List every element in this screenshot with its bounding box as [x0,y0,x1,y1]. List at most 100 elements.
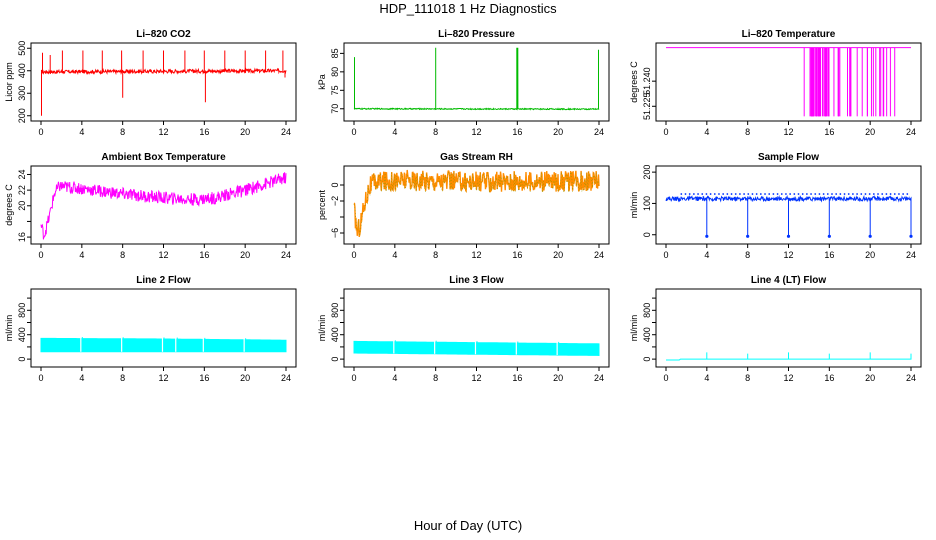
figure-title: HDP_111018 1 Hz Diagnostics [379,1,557,16]
series-dot-48 [881,193,884,195]
series-dot-30 [805,193,808,195]
y-axis-label-line-3-flow: ml/min [317,315,327,342]
x-tick-label: 4 [79,127,84,137]
series-dot-10 [722,193,725,195]
series-dot-46 [872,193,875,195]
x-tick-label: 4 [392,373,397,383]
series-sample-flow [665,193,913,238]
series-line-3-flow [353,340,600,357]
series-dot-49 [885,193,888,195]
x-tick-label: 12 [158,250,168,260]
series-dot-37 [835,193,838,195]
series-dot-3 [692,193,695,195]
y-tick-label: 22 [17,185,27,195]
x-tick-label: 12 [783,373,793,383]
y-tick-label: 100 [642,196,652,211]
x-tick-label: 16 [512,127,522,137]
series-dot-43 [860,193,863,195]
series-line-li-820-pressure [353,47,600,111]
series-line-line-4-lt-flow [666,352,912,361]
series-line-2-flow [40,337,287,353]
panel-title-line-4-lt-flow: Line 4 (LT) Flow [751,275,827,286]
series-spike-dot-1 [746,234,750,238]
x-tick-label: 0 [351,127,356,137]
x-tick-label: 4 [704,250,709,260]
x-tick-label: 16 [512,373,522,383]
x-tick-label: 20 [553,373,563,383]
y-tick-label: 75 [330,85,340,95]
series-dot-6 [705,193,708,195]
series-line-li-820-co2 [40,50,287,116]
panel-sample-flow: Sample Flow 0 4 8 12 16 20 24 0 100 200 ml/min [629,152,922,260]
series-dot-36 [831,193,833,195]
x-tick-label: 20 [240,127,250,137]
series-dot-15 [743,193,745,195]
y-tick-label: 0 [330,357,340,362]
series-dot-22 [772,193,775,195]
y-tick-label: −2 [330,196,340,206]
series-line-sample-flow [665,194,912,237]
series-dot-45 [868,193,871,195]
y-tick-label: 0 [330,182,340,187]
x-tick-label: 12 [783,250,793,260]
y-tick-label: 51.240 [642,67,652,95]
series-dot-53 [902,193,905,195]
x-tick-label: 24 [594,373,604,383]
y-tick-label: 85 [330,48,340,58]
x-tick-label: 12 [158,373,168,383]
y-tick-label: 300 [17,86,27,101]
series-overlay-gas-stream-rh [353,171,600,236]
y-tick-label: 51.225 [642,93,652,121]
x-tick-label: 0 [663,250,668,260]
x-tick-label: 16 [199,127,209,137]
x-tick-label: 0 [351,373,356,383]
series-dot-40 [847,193,850,195]
x-tick-label: 16 [824,373,834,383]
series-dot-7 [709,193,712,195]
x-tick-label: 4 [704,373,709,383]
y-tick-label: 20 [17,201,27,211]
x-tick-label: 0 [38,127,43,137]
y-tick-label: 16 [17,232,27,242]
series-dot-14 [739,193,741,195]
y-axis-label-sample-flow: ml/min [629,192,639,219]
panel-ambient-box-temperature: Ambient Box Temperature 0 4 8 12 16 20 24 16 20 22… [4,152,297,260]
y-tick-label: 400 [642,327,652,342]
x-tick-label: 24 [281,127,291,137]
y-tick-label: 400 [330,327,340,342]
y-tick-label: 800 [642,303,652,318]
panel-title-li-820-pressure: Li–820 Pressure [438,29,515,40]
panel-title-sample-flow: Sample Flow [758,152,819,163]
series-dot-13 [734,193,737,195]
y-axis-label-li-820-pressure: kPa [317,74,327,90]
series-dot-51 [893,193,896,195]
x-tick-label: 20 [553,127,563,137]
panel-li-820-temperature: Li–820 Temperature 0 4 8 12 16 20 24 51.22551.24… [629,29,922,137]
x-tick-label: 12 [471,250,481,260]
plot-frame-ambient-box-temperature [30,165,297,245]
panel-li-820-pressure: Li–820 Pressure 0 4 8 12 16 20 24 70 75 80 85 kPa [317,29,610,137]
x-tick-label: 24 [594,250,604,260]
x-tick-label: 20 [553,250,563,260]
y-tick-label: 0 [642,232,652,237]
x-tick-label: 16 [824,127,834,137]
series-dot-2 [688,193,691,195]
series-dot-1 [684,193,687,195]
y-tick-label: −6 [330,228,340,238]
x-tick-label: 0 [663,127,668,137]
panel-title-li-820-temperature: Li–820 Temperature [742,29,836,40]
series-dot-26 [789,193,792,195]
series-dot-20 [764,193,766,195]
plot-frame-li-820-temperature [655,42,922,122]
series-dot-9 [718,193,720,195]
series-dot-31 [810,193,812,195]
y-tick-label: 400 [17,63,27,78]
y-tick-label: 80 [330,67,340,77]
x-tick-label: 20 [240,373,250,383]
panel-title-ambient-box-temperature: Ambient Box Temperature [101,152,226,163]
